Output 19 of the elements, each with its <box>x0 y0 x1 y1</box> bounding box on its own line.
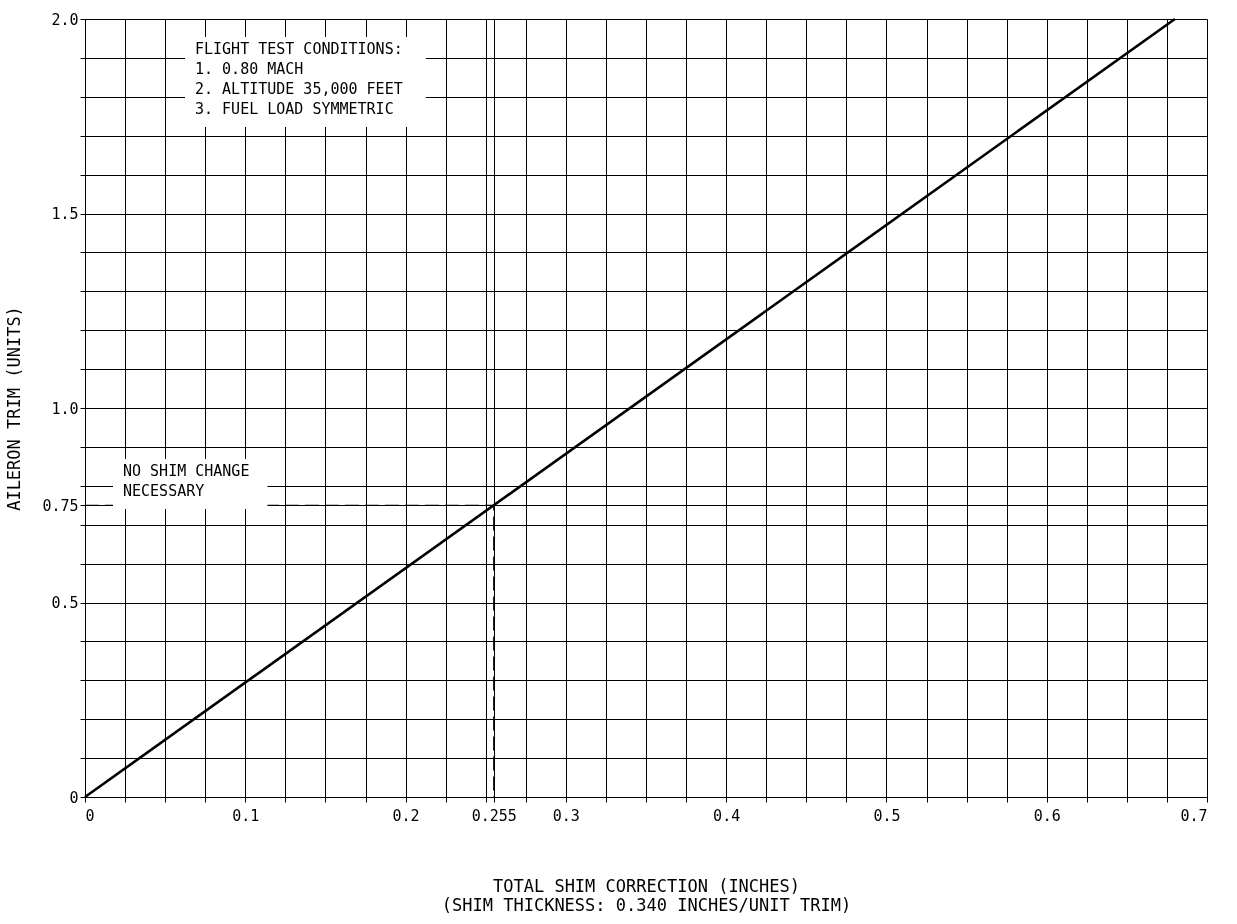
x-axis-title: TOTAL SHIM CORRECTION (INCHES) (SHIM THICKNESS: 0.340 INCHES/UNIT TRIM) <box>441 875 852 915</box>
x-tick-label: 0.7 <box>1180 806 1208 825</box>
y-tick-label: 0.75 <box>42 496 79 515</box>
annotation: NO SHIM CHANGE NECESSARY <box>123 462 250 500</box>
x-tick-label: 0.4 <box>713 806 741 825</box>
y-axis-title: AILERON TRIM (UNITS) <box>4 306 25 511</box>
x-tick-label: 0 <box>85 806 95 825</box>
x-tick-label: 0.3 <box>552 806 580 825</box>
y-tick-label: 0.5 <box>51 594 79 612</box>
x-tick-label: 0.6 <box>1033 806 1061 825</box>
y-tick-label: 1.0 <box>51 399 79 418</box>
x-tick-label: 0.2 <box>392 806 420 825</box>
y-tick-label: 0 <box>69 788 79 807</box>
x-tick-label: 0.255 <box>471 806 517 825</box>
x-tick-label: 0.1 <box>232 806 260 825</box>
annotation: FLIGHT TEST CONDITIONS: 1. 0.80 MACH 2. ALTITUDE 35,000 FEET 3. FUEL LOAD SYMMETRIC <box>195 40 403 118</box>
x-tick-label: 0.5 <box>873 806 901 825</box>
y-tick-label: 2.0 <box>51 10 79 29</box>
y-tick-label: 1.5 <box>51 205 79 223</box>
